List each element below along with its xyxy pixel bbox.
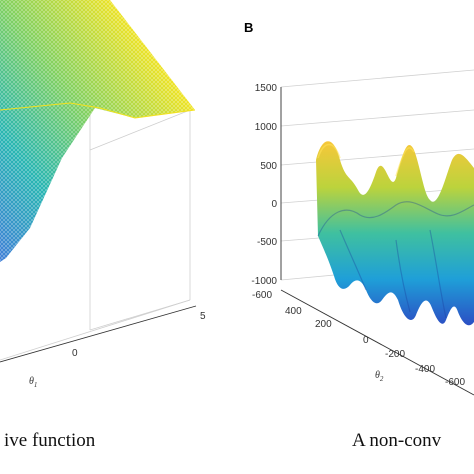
panel-b-surface-highlights bbox=[317, 143, 415, 177]
panel-b: B 1500 100 bbox=[244, 20, 474, 451]
panel-b-y-tick: 400 bbox=[285, 306, 302, 317]
panel-a: 0 5 θ1 ive function bbox=[0, 0, 206, 451]
panel-b-x-tick: -600 bbox=[445, 377, 465, 388]
panel-b-z-tick: 500 bbox=[260, 161, 277, 172]
panel-a-surface-edge bbox=[0, 102, 196, 119]
panel-b-y-tick: -200 bbox=[385, 349, 405, 360]
panel-a-x-tick: 0 bbox=[72, 348, 78, 359]
panel-b-caption: A non-conv bbox=[352, 430, 442, 451]
panel-b-base-axes bbox=[280, 87, 474, 396]
panel-b-y-tick: -400 bbox=[415, 364, 435, 375]
panel-a-front-axis bbox=[0, 305, 197, 363]
panel-b-y-tick: 0 bbox=[363, 335, 369, 346]
panel-b-letter: B bbox=[244, 20, 253, 35]
panel-b-y-tick: -600 bbox=[252, 290, 272, 301]
panel-b-z-tick: -500 bbox=[257, 237, 277, 248]
panel-a-caption: ive function bbox=[4, 430, 96, 451]
panel-a-x-tick: 5 bbox=[200, 311, 206, 322]
panel-a-surface-mesh bbox=[0, 0, 195, 262]
panel-a-x-label: θ1 bbox=[29, 376, 37, 389]
panel-b-surface bbox=[316, 141, 474, 326]
panel-b-surface-shading bbox=[317, 201, 474, 319]
panel-b-y-label: θ2 bbox=[375, 370, 384, 383]
panel-b-z-ticks: 1500 1000 500 0 -500 -1000 bbox=[251, 83, 277, 287]
panel-b-y-tick: 200 bbox=[315, 319, 332, 330]
panel-b-z-tick: 0 bbox=[271, 199, 277, 210]
panel-b-y-ticks: -600 400 200 0 -200 -400 bbox=[252, 290, 435, 375]
panel-b-z-tick: 1000 bbox=[255, 122, 278, 133]
panel-b-z-tick: 1500 bbox=[255, 83, 278, 94]
panel-b-z-tick: -1000 bbox=[251, 276, 277, 287]
